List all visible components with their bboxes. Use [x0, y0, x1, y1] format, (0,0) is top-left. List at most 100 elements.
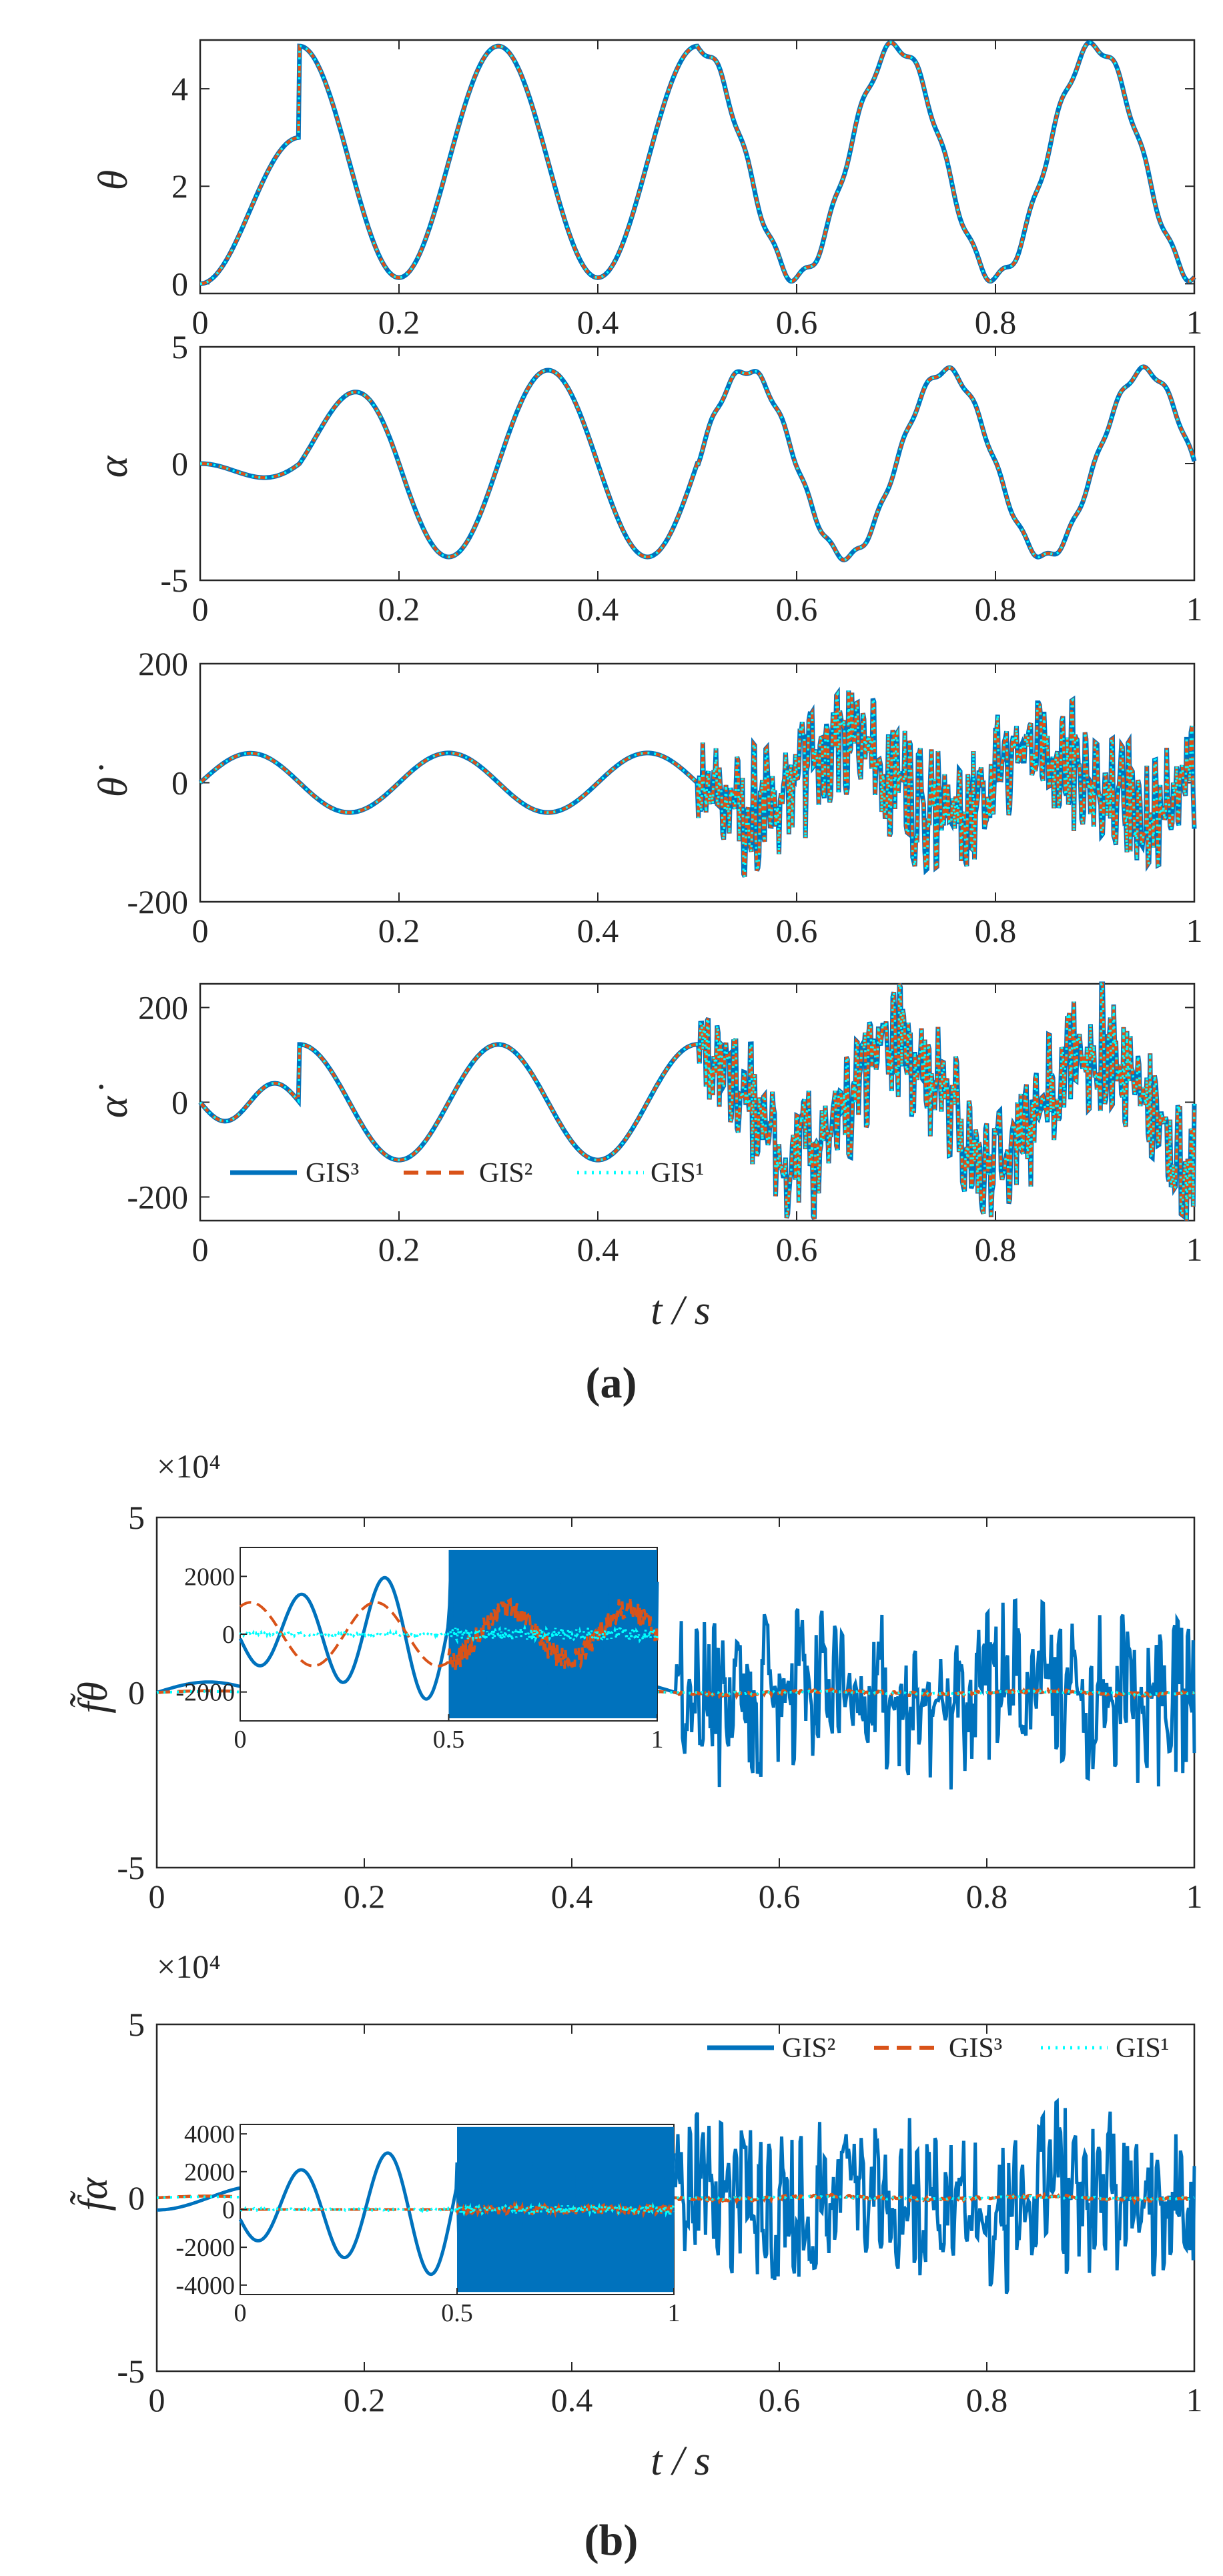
ylabel-alpha-dot: α̇ [91, 1085, 136, 1119]
xtick-label-f_alpha: 0.2 [344, 2381, 386, 2419]
ytick-label-alpha_dot: 200 [138, 989, 188, 1027]
ytick-label-alpha: -5 [160, 562, 188, 599]
series-line-theta-cyan [199, 41, 1196, 285]
inset-ytick-label-f_alpha: 0 [222, 2196, 235, 2224]
xlabel-b: t / s [651, 2439, 711, 2484]
xtick-label-theta_dot: 0.8 [975, 912, 1017, 949]
inset-ytick-label-f_alpha: 4000 [184, 2120, 235, 2148]
multiplier-f-alpha: ×10⁴ [157, 1948, 221, 1985]
xtick-label-f_theta: 0.8 [966, 1878, 1008, 1915]
ytick-label-theta: 4 [171, 70, 188, 107]
inset-xtick-label-f_theta: 0 [234, 1726, 247, 1754]
xtick-label-alpha: 0 [192, 590, 209, 628]
inset-ytick-label-f_alpha: -2000 [175, 2234, 235, 2262]
legend-a-label-1: GIS³ [306, 1158, 359, 1189]
xtick-label-f_theta: 1 [1186, 1878, 1203, 1915]
ytick-label-f_theta: -5 [117, 1849, 145, 1886]
inset-ytick-label-f_theta: -2000 [175, 1679, 235, 1707]
ytick-label-alpha: 5 [171, 328, 188, 366]
xtick-label-alpha: 0.4 [577, 590, 619, 628]
series-line-alpha-orange [200, 365, 1196, 562]
xtick-label-alpha: 0.8 [975, 590, 1017, 628]
xtick-label-theta_dot: 0 [192, 912, 209, 949]
xtick-label-f_alpha: 0.6 [759, 2381, 801, 2419]
xtick-label-f_theta: 0.4 [551, 1878, 593, 1915]
plot-theta: 0 0.2 0.4 0.6 0.8 1 0 2 4 [171, 39, 1203, 341]
inset-f_theta: 2000 0 -2000 0 0.5 1 [175, 1547, 664, 1754]
xtick-label-alpha_dot: 0.4 [577, 1231, 619, 1268]
ylabel-theta: θ [91, 170, 136, 190]
xtick-label-alpha_dot: 1 [1186, 1231, 1203, 1268]
xtick-label-theta_dot: 0.2 [378, 912, 420, 949]
xtick-label-theta: 0.6 [776, 303, 818, 341]
xtick-label-theta_dot: 0.4 [577, 912, 619, 949]
xtick-label-alpha: 1 [1186, 590, 1203, 628]
inset-series-blue-f_theta [238, 1567, 659, 1702]
legend-b-label-2: GIS³ [949, 2033, 1002, 2064]
inset-ytick-label-f_theta: 2000 [184, 1563, 235, 1591]
caption-b: (b) [584, 2516, 639, 2565]
ytick-label-alpha_dot: 0 [171, 1084, 188, 1121]
legend-a-label-3: GIS¹ [651, 1158, 704, 1189]
caption-a: (a) [586, 1359, 637, 1407]
inset-ytick-label-f_alpha: 2000 [184, 2158, 235, 2186]
inset-xtick-label-f_alpha: 0.5 [441, 2299, 473, 2327]
inset-series-cyan-f_theta [239, 1624, 659, 1645]
legend-a: GIS³ GIS² GIS¹ [230, 1158, 704, 1189]
plot-alpha: 0 0.2 0.4 0.6 0.8 1-505 [160, 328, 1202, 628]
xtick-label-f_theta: 0.2 [344, 1878, 386, 1915]
ytick-label-f_theta: 5 [128, 1499, 145, 1536]
ytick-label-alpha: 0 [171, 445, 188, 482]
xtick-label-alpha: 0.6 [776, 590, 818, 628]
xtick-label-f_theta: 0 [149, 1878, 165, 1915]
ytick-label-theta_dot: 200 [138, 645, 188, 682]
multiplier-f-theta: ×10⁴ [157, 1447, 221, 1485]
ytick-label-f_theta: 0 [128, 1674, 145, 1712]
xtick-label-alpha: 0.2 [378, 590, 420, 628]
series-line-alpha_dot-cyan [199, 983, 1196, 1221]
xlabel-a: t / s [651, 1288, 711, 1333]
series-line-alpha_dot-orange [199, 982, 1196, 1221]
xtick-label-alpha_dot: 0.2 [378, 1231, 420, 1268]
xtick-label-alpha_dot: 0 [192, 1231, 209, 1268]
ytick-label-theta_dot: 0 [171, 764, 188, 802]
axes-box-theta [199, 39, 1196, 295]
xtick-label-theta: 0 [192, 303, 209, 341]
ylabel-theta-dot: θ̇ [91, 765, 136, 797]
inset-ytick-label-f_alpha: -4000 [175, 2272, 235, 2300]
ytick-label-f_alpha: 5 [128, 2006, 145, 2043]
inset-xtick-label-f_alpha: 0 [234, 2299, 247, 2327]
legend-b-label-1: GIS² [782, 2033, 835, 2064]
inset-xtick-label-f_theta: 1 [651, 1726, 664, 1754]
xtick-label-f_alpha: 0.8 [966, 2381, 1008, 2419]
xtick-label-theta_dot: 1 [1186, 912, 1203, 949]
xtick-label-theta: 0.2 [378, 303, 420, 341]
ytick-label-theta: 0 [171, 265, 188, 302]
xtick-label-f_alpha: 0.4 [551, 2381, 593, 2419]
legend-b-label-3: GIS¹ [1116, 2033, 1169, 2064]
ytick-label-theta: 2 [171, 167, 188, 205]
ytick-label-f_alpha: -5 [117, 2353, 145, 2390]
xtick-label-f_alpha: 1 [1186, 2381, 1203, 2419]
xtick-label-f_theta: 0.6 [759, 1878, 801, 1915]
xtick-label-theta: 1 [1186, 303, 1203, 341]
ytick-label-alpha_dot: -200 [127, 1179, 188, 1216]
series-line-theta_dot-cyan [199, 690, 1196, 878]
xtick-label-alpha_dot: 0.8 [975, 1231, 1017, 1268]
inset-ytick-label-f_theta: 0 [222, 1621, 235, 1649]
xtick-label-f_alpha: 0 [149, 2381, 165, 2419]
xtick-label-alpha_dot: 0.6 [776, 1231, 818, 1268]
ytick-label-theta_dot: -200 [127, 883, 188, 920]
ytick-label-f_alpha: 0 [128, 2179, 145, 2216]
ylabel-f-theta: f̃θ [70, 1682, 116, 1714]
legend-a-label-2: GIS² [479, 1158, 532, 1189]
inset-xtick-label-f_theta: 0.5 [433, 1726, 465, 1754]
ylabel-alpha: α [91, 455, 136, 478]
xtick-label-theta: 0.4 [577, 303, 619, 341]
